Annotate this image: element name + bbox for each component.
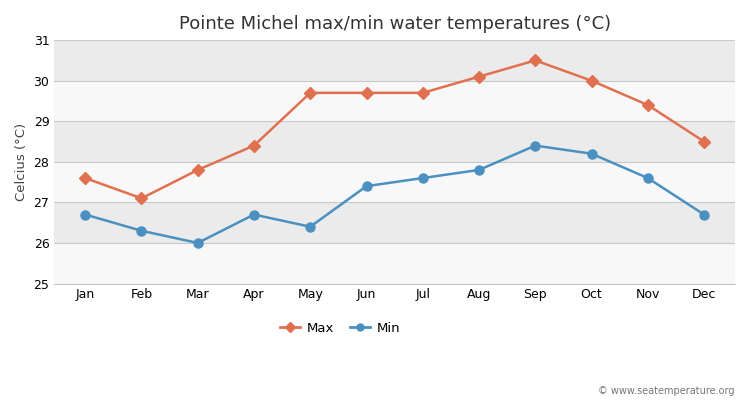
Min	[587, 151, 596, 156]
Line: Min: Min	[81, 141, 709, 248]
Min	[194, 240, 202, 245]
Max	[419, 90, 428, 95]
Bar	[54, 243, 735, 284]
Max	[644, 103, 652, 108]
Min	[475, 168, 484, 172]
Min	[362, 184, 371, 188]
Title: Pointe Michel max/min water temperatures (°C): Pointe Michel max/min water temperatures…	[178, 15, 610, 33]
Min	[644, 176, 652, 180]
Min	[250, 212, 259, 217]
Bar	[54, 40, 735, 81]
Legend: Max, Min: Max, Min	[275, 316, 405, 340]
Y-axis label: Celcius (°C): Celcius (°C)	[15, 123, 28, 201]
Min	[306, 224, 315, 229]
Bar	[54, 81, 735, 121]
Max	[137, 196, 146, 201]
Max	[700, 139, 709, 144]
Max	[306, 90, 315, 95]
Min	[419, 176, 428, 180]
Min	[531, 143, 540, 148]
Max	[194, 168, 202, 172]
Max	[362, 90, 371, 95]
Bar	[54, 162, 735, 202]
Bar	[54, 202, 735, 243]
Min	[81, 212, 90, 217]
Bar	[54, 121, 735, 162]
Max	[250, 143, 259, 148]
Min	[137, 228, 146, 233]
Max	[81, 176, 90, 180]
Max	[531, 58, 540, 63]
Line: Max: Max	[81, 56, 709, 203]
Max	[587, 78, 596, 83]
Max	[475, 74, 484, 79]
Text: © www.seatemperature.org: © www.seatemperature.org	[598, 386, 735, 396]
Min	[700, 212, 709, 217]
